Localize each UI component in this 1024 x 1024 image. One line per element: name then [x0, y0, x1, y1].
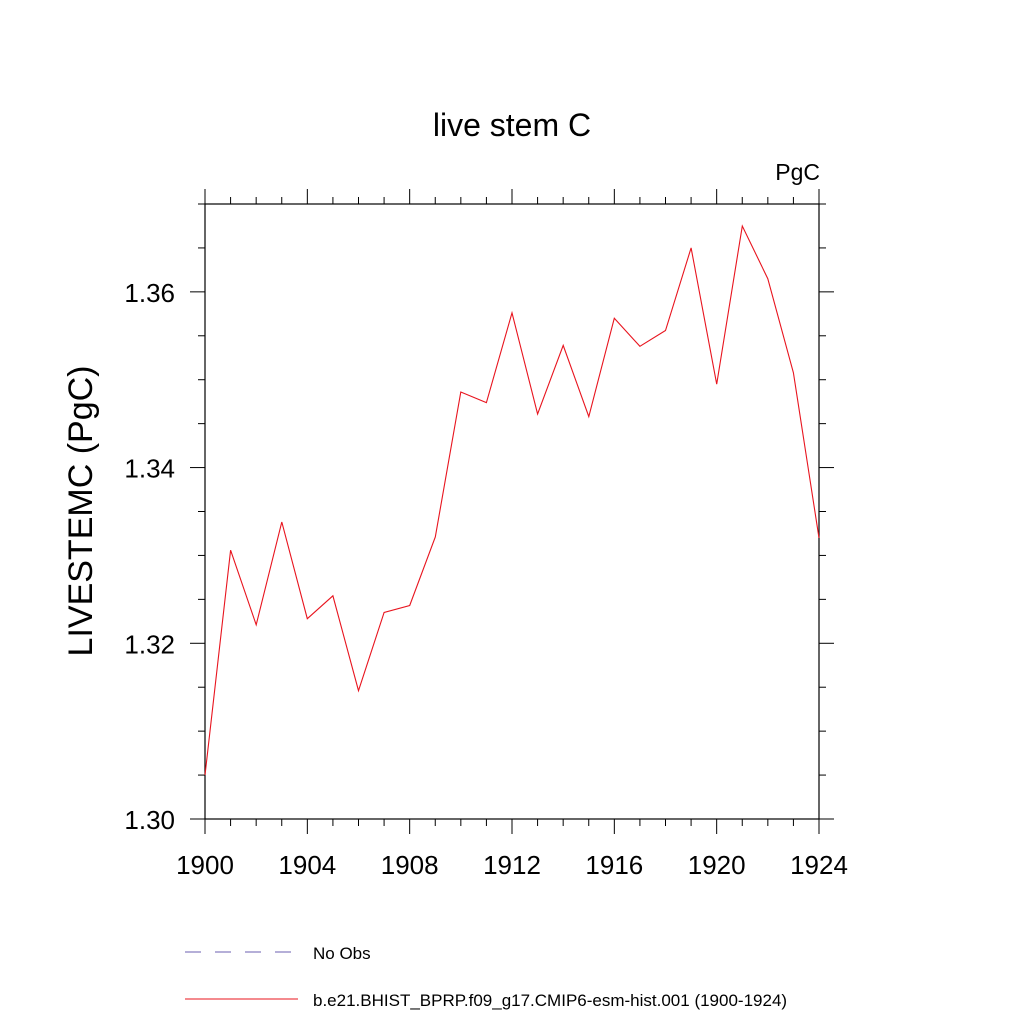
y-tick-label: 1.34 [124, 454, 175, 484]
chart-title: live stem C [433, 107, 591, 143]
legend-label-model: b.e21.BHIST_BPRP.f09_g17.CMIP6-esm-hist.… [313, 991, 787, 1010]
plot-frame [204, 203, 820, 820]
series-line [204, 224, 820, 776]
x-tick-label: 1900 [176, 850, 234, 880]
y-tick-label: 1.32 [124, 629, 175, 659]
x-tick-label: 1908 [381, 850, 439, 880]
y-tick-label: 1.30 [124, 805, 175, 835]
x-tick-label: 1912 [483, 850, 541, 880]
y-axis-label: LIVESTEMC (PgC) [62, 366, 100, 657]
y-tick-label: 1.36 [124, 278, 175, 308]
x-tick-label: 1924 [790, 850, 848, 880]
x-tick-label: 1920 [688, 850, 746, 880]
axis-tick-labels: 1900 1904 1908 1912 1916 1920 1924 1.30 1.32 1.34… [124, 278, 848, 880]
axis-ticks [190, 189, 834, 834]
x-tick-label: 1904 [278, 850, 336, 880]
legend: No Obs b.e21.BHIST_BPRP.f09_g17.CMIP6-es… [185, 944, 787, 1010]
units-label: PgC [775, 159, 820, 185]
x-tick-label: 1916 [585, 850, 643, 880]
series-group [204, 224, 820, 776]
legend-label-no-obs: No Obs [313, 944, 371, 963]
